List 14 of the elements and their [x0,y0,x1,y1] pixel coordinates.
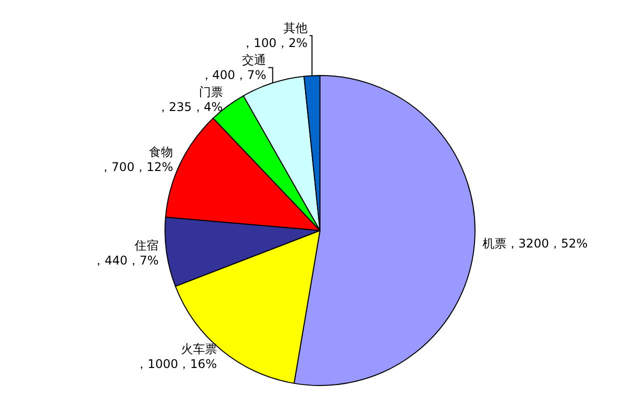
slice-label: 住宿 [134,238,159,253]
data-label: ，700，12% [100,160,174,174]
slice-label: 机票 [482,236,506,250]
data-label: ，440，7% [92,254,159,268]
data-label: ，400，7% [200,68,266,82]
data-label: ，235，4% [156,100,223,114]
slice-label: 其他 [284,20,308,35]
data-label: ，1000，16% [136,356,217,371]
slice-label: 火车票 [180,342,217,356]
slice-label: 门票 [198,84,223,99]
data-label: ，3200，52% [506,236,588,250]
slice-label: 食物 [149,144,174,159]
slice-label: 交通 [242,52,266,67]
data-label: ，100，2% [242,36,308,50]
